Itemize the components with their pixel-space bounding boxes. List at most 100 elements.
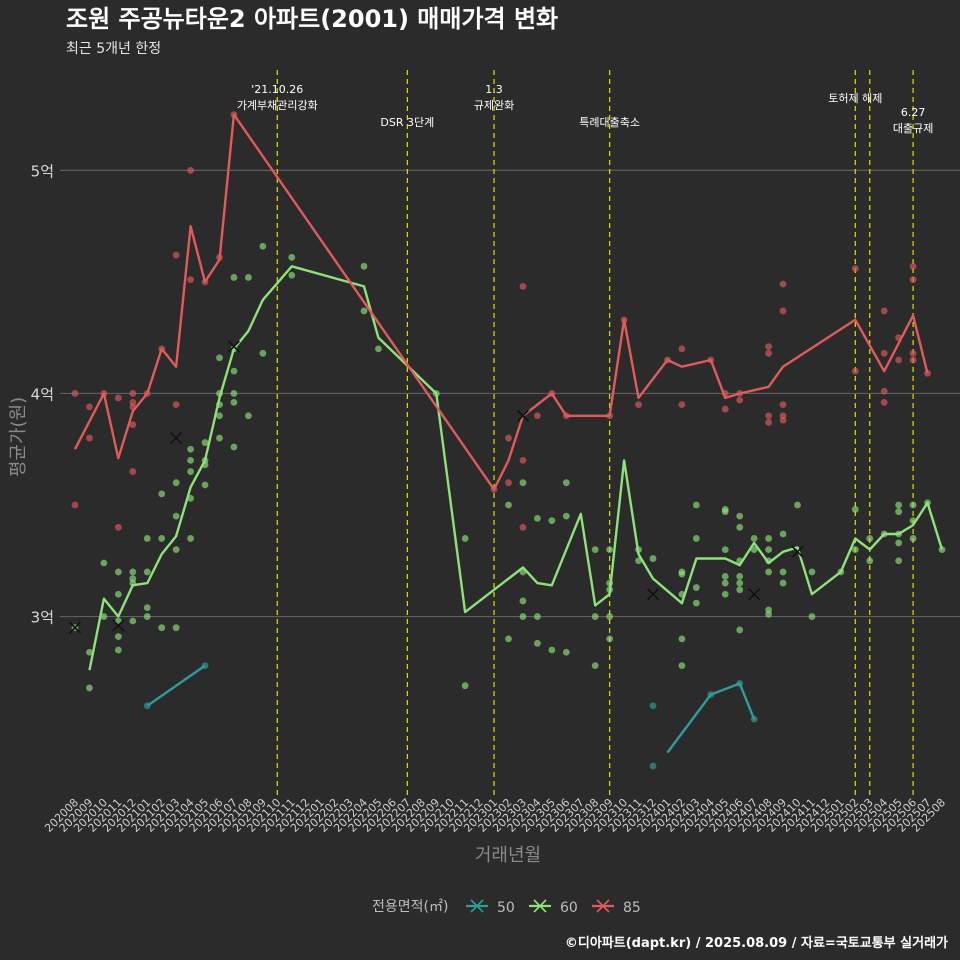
data-point [172,546,180,554]
data-point [143,568,151,576]
series-85 [71,111,931,531]
data-point [721,546,729,554]
legend-label-85: 85 [623,900,641,916]
data-point [100,559,108,567]
y-axis-title: 평균가(원) [8,397,29,477]
data-point [288,271,296,279]
data-point [721,590,729,598]
data-point [548,646,556,654]
y-axis-ticks: 3억 4억 5억 [31,162,54,626]
data-point [259,349,267,357]
data-point [143,604,151,612]
data-point [129,390,137,397]
data-point [172,251,180,259]
data-point [172,624,180,632]
data-point [129,421,137,429]
data-point [649,762,657,770]
cross-marker [112,619,125,632]
data-point [880,307,888,315]
data-point [375,345,382,353]
cross-marker [170,432,183,445]
cross-marker [516,409,530,422]
data-point [736,626,744,634]
data-point [534,412,541,420]
legend-key-cross-85 [596,899,610,913]
data-point [765,610,772,618]
cross-marker [68,621,82,634]
data-point [779,307,787,315]
data-point [548,517,556,525]
data-point [158,624,166,632]
data-point [808,568,816,576]
data-point [851,546,859,554]
data-point [880,349,888,357]
x-axis-title: 거래년월 [475,845,541,866]
data-point [736,579,744,587]
grid-lines [60,169,960,618]
data-point [895,356,903,364]
data-point [765,343,772,351]
data-point [678,401,686,409]
data-point [591,613,599,620]
data-point [519,523,527,531]
series-50 [143,662,758,770]
data-point [721,405,729,413]
data-point [765,419,772,426]
data-point [895,557,903,565]
annotation-label: 6.27 [901,106,926,119]
data-point [794,501,801,509]
data-point [245,412,252,420]
data-point [591,662,599,670]
data-point [158,490,166,498]
data-point [606,546,614,554]
x-axis-ticks: 2020082020092020102020112020122021012021… [42,796,948,835]
data-point [201,481,209,489]
data-point [678,662,686,670]
data-point [86,403,93,411]
data-point [505,479,512,487]
data-point [187,535,195,542]
data-point [201,439,209,446]
cross-marker [791,545,804,558]
data-point [736,523,744,531]
annotation-label: 토허제 해제 [828,91,882,105]
data-point [649,702,657,710]
data-point [187,166,195,174]
data-point [909,501,917,509]
chart-subtitle: 최근 5개년 한정 [66,41,161,57]
annotation-label: 규제완화 [474,99,514,112]
cross-marker [227,340,241,353]
data-point [461,682,469,690]
y-tick-label: 4억 [31,385,54,403]
legend-label-60: 60 [560,900,578,916]
data-point [71,390,79,397]
series-line-85 [73,113,929,491]
data-point [779,280,787,288]
data-point [562,648,570,656]
data-point [245,274,252,281]
y-tick-label: 5억 [31,162,54,180]
data-point [692,584,700,591]
legend-key-cross-50 [470,899,484,913]
legend-label-50: 50 [497,900,515,916]
data-point [765,349,772,357]
chart-caption: ©디아파트(dapt.kr) / 2025.08.09 / 자료=국토교통부 실… [565,935,948,951]
annotation-label: '21.10.26 [251,83,303,96]
data-point [736,586,744,594]
data-point [259,242,267,250]
data-point [880,387,888,395]
data-point [779,579,787,587]
data-point [562,512,570,520]
data-point [114,646,122,654]
data-point [866,557,874,565]
data-point [519,613,527,620]
data-point [765,412,772,420]
chart-title: 조원 주공뉴타운2 아파트(2001) 매매가격 변화 [66,5,558,33]
data-point [606,635,614,643]
series-60 [68,242,946,692]
data-point [519,597,527,605]
data-point [230,398,238,406]
data-point [216,354,223,362]
data-point [114,633,122,641]
